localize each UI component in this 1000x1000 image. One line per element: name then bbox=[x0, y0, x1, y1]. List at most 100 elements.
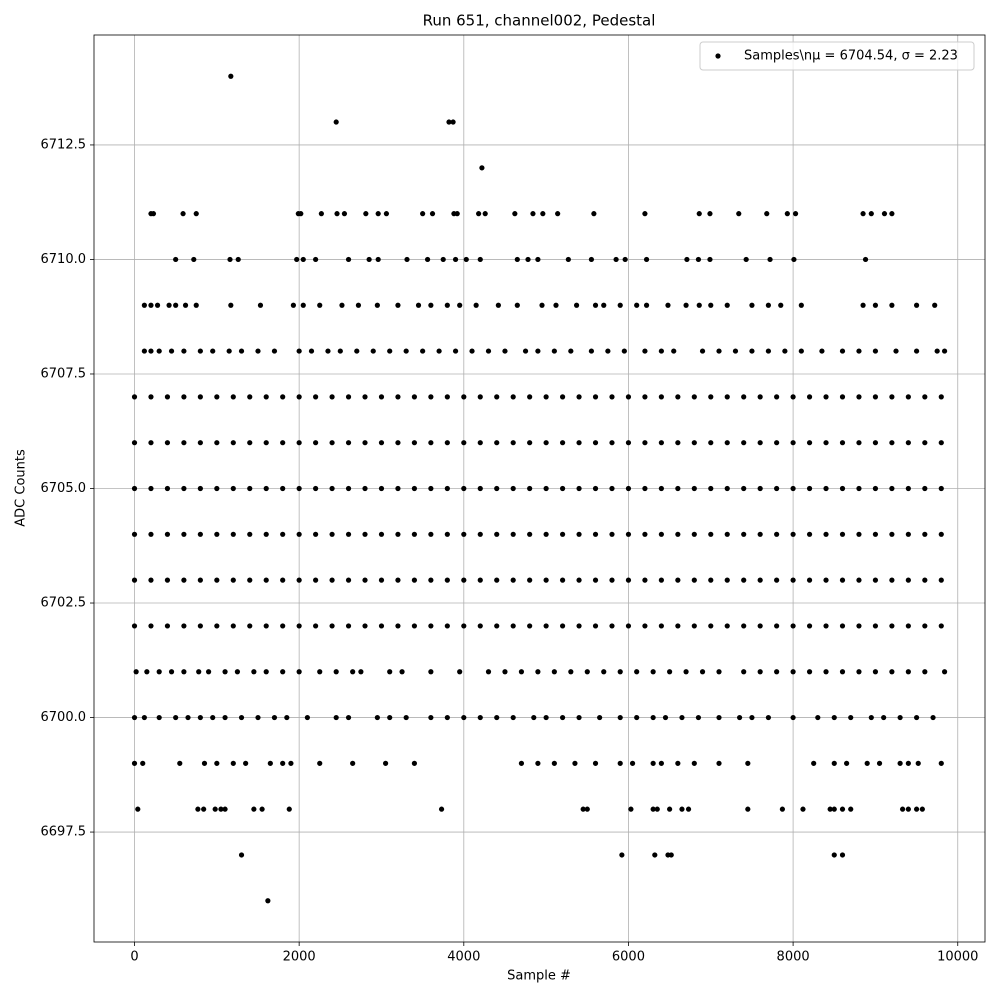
point bbox=[235, 256, 241, 263]
point bbox=[757, 440, 763, 446]
point bbox=[133, 669, 139, 675]
point bbox=[345, 531, 352, 537]
point bbox=[444, 531, 450, 537]
x-tick-label: 8000 bbox=[777, 950, 810, 965]
point bbox=[539, 302, 545, 308]
point bbox=[522, 348, 529, 354]
point bbox=[872, 348, 879, 354]
point bbox=[214, 531, 220, 537]
point bbox=[222, 806, 228, 812]
point bbox=[543, 623, 549, 629]
point bbox=[329, 485, 335, 492]
point bbox=[934, 348, 940, 354]
point bbox=[477, 531, 483, 537]
point bbox=[477, 714, 483, 721]
point bbox=[197, 348, 203, 354]
point bbox=[444, 485, 450, 492]
point bbox=[601, 669, 607, 675]
point bbox=[280, 531, 286, 537]
point bbox=[913, 714, 920, 721]
point bbox=[708, 394, 714, 400]
point bbox=[243, 760, 249, 766]
point bbox=[280, 394, 286, 400]
point bbox=[634, 669, 640, 675]
point bbox=[502, 348, 508, 354]
point bbox=[164, 440, 171, 446]
point bbox=[691, 485, 697, 492]
point bbox=[313, 256, 319, 263]
point bbox=[658, 394, 664, 400]
point bbox=[173, 302, 179, 308]
point bbox=[333, 669, 339, 675]
point bbox=[173, 714, 179, 721]
plot-frame bbox=[93, 34, 986, 943]
point bbox=[881, 714, 887, 721]
point bbox=[592, 623, 599, 629]
point bbox=[889, 531, 895, 537]
point bbox=[313, 440, 319, 446]
point bbox=[650, 760, 656, 766]
point bbox=[625, 531, 632, 537]
point bbox=[559, 577, 566, 583]
point bbox=[247, 394, 253, 400]
point bbox=[535, 256, 541, 263]
point bbox=[613, 256, 619, 263]
point bbox=[518, 760, 525, 766]
point bbox=[716, 348, 722, 354]
point bbox=[164, 485, 171, 492]
point bbox=[527, 440, 533, 446]
point bbox=[461, 714, 467, 721]
point bbox=[411, 394, 418, 400]
point bbox=[938, 531, 944, 537]
point bbox=[395, 577, 401, 583]
point bbox=[473, 302, 479, 308]
point bbox=[457, 669, 463, 675]
point bbox=[333, 714, 339, 721]
point bbox=[429, 211, 436, 217]
point bbox=[897, 714, 903, 721]
point bbox=[387, 714, 393, 721]
point bbox=[131, 394, 138, 400]
point bbox=[214, 440, 220, 446]
point bbox=[280, 440, 286, 446]
point bbox=[856, 440, 862, 446]
point bbox=[255, 348, 261, 354]
x-tick-label: 0 bbox=[130, 950, 138, 965]
point bbox=[440, 256, 446, 263]
point bbox=[938, 440, 944, 446]
point bbox=[230, 531, 236, 537]
point bbox=[148, 623, 154, 629]
point bbox=[913, 302, 920, 308]
point bbox=[263, 531, 269, 537]
point bbox=[461, 394, 467, 400]
point bbox=[724, 623, 730, 629]
point bbox=[708, 485, 714, 492]
point bbox=[724, 577, 730, 583]
point bbox=[691, 577, 697, 583]
point bbox=[461, 485, 467, 492]
point bbox=[197, 394, 203, 400]
point bbox=[510, 623, 516, 629]
point bbox=[363, 211, 369, 217]
point bbox=[148, 302, 154, 308]
point bbox=[555, 211, 561, 217]
point bbox=[860, 302, 866, 308]
point bbox=[765, 714, 772, 721]
point bbox=[518, 669, 525, 675]
point bbox=[823, 440, 829, 446]
point bbox=[605, 348, 611, 354]
point bbox=[930, 714, 936, 721]
point bbox=[650, 714, 656, 721]
point bbox=[938, 394, 944, 400]
point bbox=[815, 714, 821, 721]
point bbox=[230, 623, 236, 629]
point bbox=[543, 394, 549, 400]
point bbox=[591, 211, 597, 217]
point bbox=[790, 669, 796, 675]
point bbox=[691, 623, 697, 629]
point bbox=[444, 623, 450, 629]
point bbox=[510, 440, 516, 446]
point bbox=[617, 669, 623, 675]
point bbox=[263, 577, 269, 583]
